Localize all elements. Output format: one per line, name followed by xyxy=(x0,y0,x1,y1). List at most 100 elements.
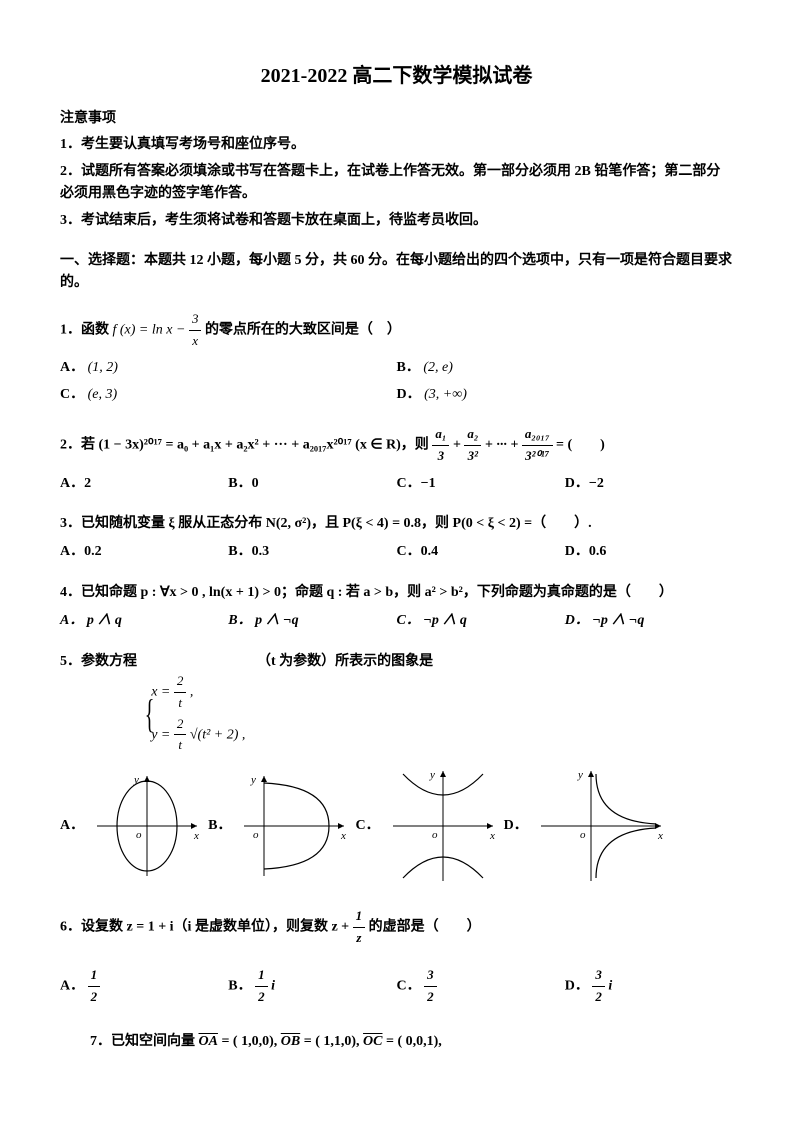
q1-opt-b: B． (2, e) xyxy=(397,357,734,379)
notice-label: 注意事项 xyxy=(60,108,733,130)
q2-opt-b: B．0 xyxy=(228,473,396,495)
q1-a-val: (1, 2) xyxy=(88,360,118,375)
q7-oc: OC xyxy=(363,1034,382,1049)
question-4: 4．已知命题 p : ∀x > 0 , ln(x + 1) > 0；命题 q :… xyxy=(60,582,733,604)
q5-graphs: A． x y o B． x y o C． x y o D． xyxy=(60,766,733,886)
q5-s1-pre: x = xyxy=(151,685,174,700)
q5-a-label: A． xyxy=(60,815,84,837)
svg-text:o: o xyxy=(253,829,259,841)
q5-s1-post: , xyxy=(190,685,194,700)
q6-cn: 3 xyxy=(424,965,437,987)
q5-s2-sqrt: √(t² + 2) xyxy=(190,727,239,742)
q5-graph-d: x y o xyxy=(536,766,666,886)
q6-frac: 1z xyxy=(353,906,366,949)
q2-opt-c: C．−1 xyxy=(397,473,565,495)
q2-f3d: 3²⁰¹⁷ xyxy=(522,446,553,467)
q2-f3: a₂₀₁₇3²⁰¹⁷ xyxy=(522,424,553,467)
q6-bd: 2 xyxy=(255,987,268,1008)
q5-system: x = 2t , y = 2t √(t² + 2) , xyxy=(151,671,245,756)
q2-plus2: + ··· + xyxy=(485,438,522,453)
q4-options: A． p ∧ q B． p ∧ ¬q C． ¬p ∧ q D． ¬p ∧ ¬q xyxy=(60,610,733,636)
q1-fn: f (x) = ln x − xyxy=(113,322,189,337)
q6-frac-d: z xyxy=(353,928,366,949)
q6-b-label: B． xyxy=(228,978,251,993)
q2-opt-d: D．−2 xyxy=(565,473,733,495)
question-1: 1．函数 f (x) = ln x − 3 x 的零点所在的大致区间是（ ） xyxy=(60,309,733,352)
q3-opt-d: D．0.6 xyxy=(565,541,733,563)
q2-f3n: a₂₀₁₇ xyxy=(522,424,553,446)
q4-opt-a: A． p ∧ q xyxy=(60,610,228,632)
q6-a-frac: 12 xyxy=(88,965,101,1008)
q1-d-label: D． xyxy=(397,387,421,402)
q5-s1-frac: 2t xyxy=(174,671,187,714)
q6-opt-c: C． 32 xyxy=(397,965,565,1008)
q1-c-val: (e, 3) xyxy=(88,387,118,402)
q6-dn: 3 xyxy=(592,965,605,987)
q2-stem: 2．若 (1 − 3x)²⁰¹⁷ = a₀ + a₁x + a₂x² + ···… xyxy=(60,438,432,453)
q1-frac-num: 3 xyxy=(189,309,202,331)
q6-c-label: C． xyxy=(397,978,421,993)
q5-b-label: B． xyxy=(208,815,231,837)
q1-opt-d: D． (3, +∞) xyxy=(397,384,734,406)
q1-b-label: B． xyxy=(397,360,420,375)
q5-s2-d: t xyxy=(174,735,187,756)
question-5: 5．参数方程 （t 为参数）所表示的图象是 { x = 2t , y = 2t … xyxy=(60,651,733,757)
q7-oa-v: = ( 1,0,0), xyxy=(221,1034,277,1049)
q5-graph-c: x y o xyxy=(388,766,498,886)
notice-2: 2．试题所有答案必须填涂或书写在答题卡上，在试卷上作答无效。第一部分必须用 2B… xyxy=(60,161,733,206)
q1-opt-c: C． (e, 3) xyxy=(60,384,397,406)
q5-s2-post: , xyxy=(242,727,246,742)
q6-cd: 2 xyxy=(424,987,437,1008)
q2-f2d: 3² xyxy=(464,446,481,467)
svg-text:o: o xyxy=(432,829,438,841)
page-title: 2021-2022 高二下数学模拟试卷 xyxy=(60,60,733,92)
q5-graph-b: x y o xyxy=(239,771,349,881)
q5-s1-d: t xyxy=(174,693,187,714)
q6-options: A． 12 B． 12 i C． 32 D． 32 i xyxy=(60,965,733,1012)
q2-stem-end: = ( ) xyxy=(556,438,605,453)
section-1-header: 一、选择题：本题共 12 小题，每小题 5 分，共 60 分。在每小题给出的四个… xyxy=(60,250,733,295)
q3-options: A．0.2 B．0.3 C．0.4 D．0.6 xyxy=(60,541,733,567)
q1-d-val: (3, +∞) xyxy=(424,387,467,402)
q6-stem-end: 的虚部是（ ） xyxy=(369,920,481,935)
q5-graph-a: x y o xyxy=(92,771,202,881)
q1-options: A． (1, 2) B． (2, e) C． (e, 3) D． (3, +∞) xyxy=(60,357,733,410)
svg-text:o: o xyxy=(136,829,142,841)
question-6: 6．设复数 z = 1 + i（i 是虚数单位），则复数 z + 1z 的虚部是… xyxy=(60,906,733,949)
question-3: 3．已知随机变量 ξ 服从正态分布 N(2, σ²)，且 P(ξ < 4) = … xyxy=(60,513,733,535)
q6-an: 1 xyxy=(88,965,101,987)
q6-d-post: i xyxy=(608,978,612,993)
q6-d-label: D． xyxy=(565,978,589,993)
q2-f2n: a₂ xyxy=(464,424,481,446)
q6-opt-b: B． 12 i xyxy=(228,965,396,1008)
q1-b-val: (2, e) xyxy=(423,360,453,375)
notice-1: 1．考生要认真填写考场号和座位序号。 xyxy=(60,134,733,156)
q6-a-label: A． xyxy=(60,978,84,993)
q5-s1-n: 2 xyxy=(174,671,187,693)
q7-ob-v: = ( 1,1,0), xyxy=(304,1034,360,1049)
q6-dd: 2 xyxy=(592,987,605,1008)
q6-c-frac: 32 xyxy=(424,965,437,1008)
svg-text:x: x xyxy=(489,830,495,842)
q6-opt-a: A． 12 xyxy=(60,965,228,1008)
q4-opt-d: D． ¬p ∧ ¬q xyxy=(565,610,733,632)
q6-ad: 2 xyxy=(88,987,101,1008)
question-2: 2．若 (1 − 3x)²⁰¹⁷ = a₀ + a₁x + a₂x² + ···… xyxy=(60,424,733,467)
question-7: 7．已知空间向量 OA = ( 1,0,0), OB = ( 1,1,0), O… xyxy=(90,1031,733,1053)
q6-frac-n: 1 xyxy=(353,906,366,928)
q1-frac: 3 x xyxy=(189,309,202,352)
svg-text:x: x xyxy=(657,830,663,842)
q6-opt-d: D． 32 i xyxy=(565,965,733,1008)
q3-opt-c: C．0.4 xyxy=(397,541,565,563)
svg-text:o: o xyxy=(580,829,586,841)
q3-opt-a: A．0.2 xyxy=(60,541,228,563)
q5-d-label: D． xyxy=(504,815,528,837)
q5-s2-frac: 2t xyxy=(174,714,187,757)
q5-stem-mid: （t 为参数）所表示的图象是 xyxy=(257,651,433,673)
notice-3: 3．考试结束后，考生须将试卷和答题卡放在桌面上，待监考员收回。 xyxy=(60,210,733,232)
q1-stem-post: 的零点所在的大致区间是（ ） xyxy=(205,322,401,337)
q1-frac-den: x xyxy=(189,331,202,352)
q2-f1d: 3 xyxy=(432,446,449,467)
q5-c-label: C． xyxy=(355,815,379,837)
q2-options: A．2 B．0 C．−1 D．−2 xyxy=(60,473,733,499)
